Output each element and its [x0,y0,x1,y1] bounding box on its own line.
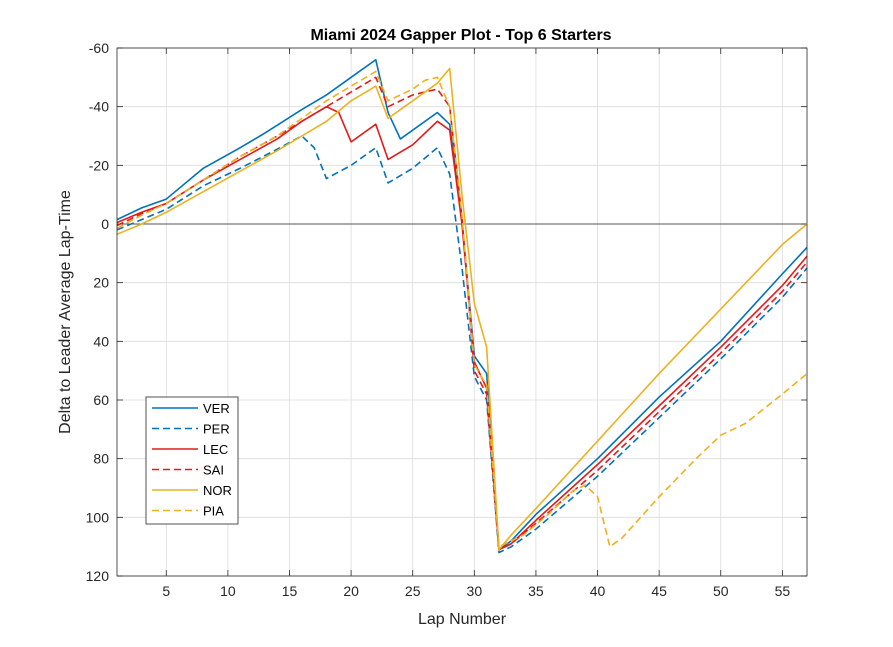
x-tick-label: 5 [162,583,170,599]
y-tick-label: -20 [89,157,109,173]
legend-label-ver: VER [203,401,230,416]
x-tick-label: 45 [651,583,667,599]
y-tick-label: -60 [89,40,109,56]
legend-box [146,397,238,524]
x-tick-label: 35 [528,583,544,599]
y-tick-label: -40 [89,99,109,115]
y-tick-label: 80 [93,451,109,467]
x-tick-label: 20 [343,583,359,599]
x-tick-label: 30 [467,583,483,599]
x-tick-label: 15 [282,583,298,599]
y-tick-label: 0 [101,216,109,232]
x-tick-label: 55 [775,583,791,599]
legend: VER PER LEC SAI NOR PIA [146,397,238,524]
legend-label-pia: PIA [203,504,224,519]
legend-label-per: PER [203,422,230,437]
y-tick-label: 100 [86,509,110,525]
y-tick-label: 60 [93,392,109,408]
legend-label-sai: SAI [203,463,224,478]
legend-label-lec: LEC [203,442,228,457]
y-tick-label: 20 [93,275,109,291]
x-tick-label: 40 [590,583,606,599]
y-tick-label: 40 [93,333,109,349]
x-tick-label: 25 [405,583,421,599]
x-tick-label: 10 [220,583,236,599]
x-tick-label: 50 [713,583,729,599]
legend-label-nor: NOR [203,483,232,498]
y-tick-label: 120 [86,568,110,584]
y-axis-label: Delta to Leader Average Lap-Time [57,190,74,434]
x-axis-label: Lap Number [418,611,507,628]
chart-title: Miami 2024 Gapper Plot - Top 6 Starters [310,27,611,44]
